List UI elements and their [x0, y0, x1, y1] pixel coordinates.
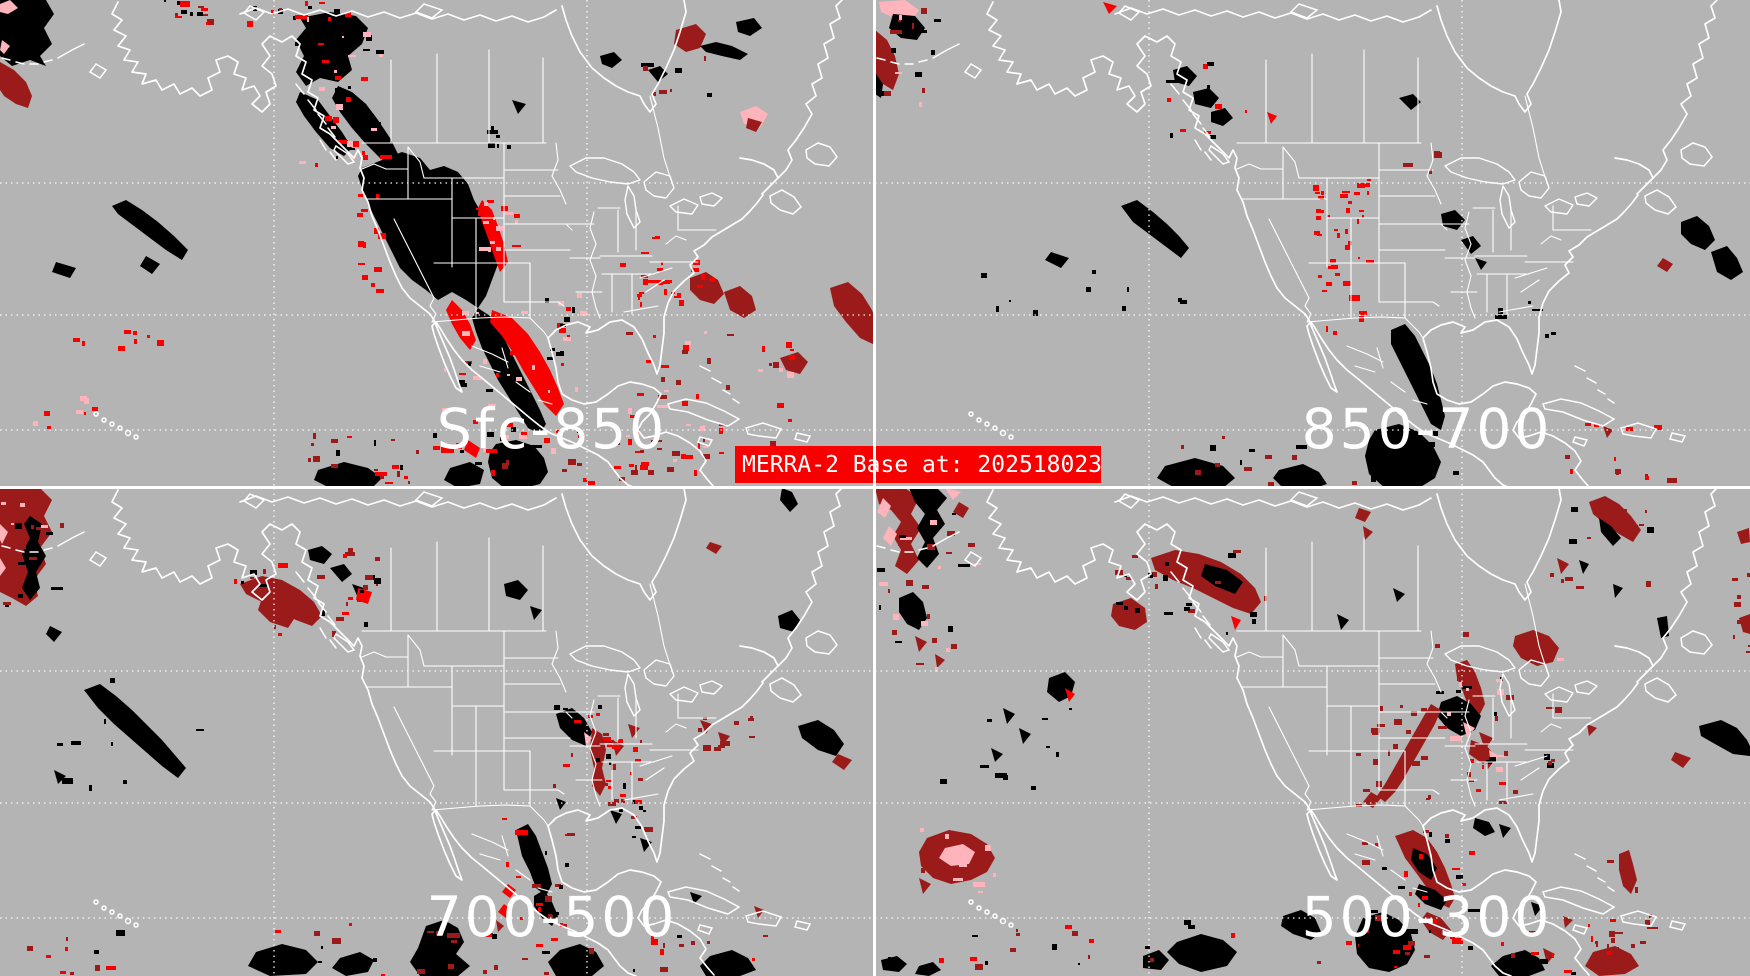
- speckle-field: [1, 502, 768, 976]
- panel-label-sfc-850: Sfc-850: [436, 397, 668, 461]
- map-panel-sfc-850: Sfc-850: [0, 0, 875, 488]
- panel-label-850-700: 850-700: [1301, 397, 1553, 461]
- speckle-field: [877, 507, 1750, 975]
- panel-label-500-300: 500-300: [1301, 885, 1553, 949]
- speckle-field: [879, 8, 1677, 488]
- data-field-850-700: [875, 0, 1743, 488]
- panel-label-700-500: 700-500: [426, 885, 678, 949]
- map-panel-500-300: 500-300: [875, 488, 1750, 976]
- timestamp-banner: MERRA-2 Base at: 202518023: [742, 452, 1103, 478]
- map-700-500: [0, 488, 875, 976]
- map-sfc-850: [0, 0, 875, 488]
- map-panel-850-700: 850-700: [875, 0, 1750, 488]
- map-850-700: [875, 0, 1750, 488]
- horizontal-divider: [0, 486, 1750, 489]
- map-panel-700-500: 700-500: [0, 488, 875, 976]
- map-500-300: [875, 488, 1750, 976]
- data-field-500-300: [875, 488, 1750, 976]
- timestamp-banner-background: [735, 446, 1101, 483]
